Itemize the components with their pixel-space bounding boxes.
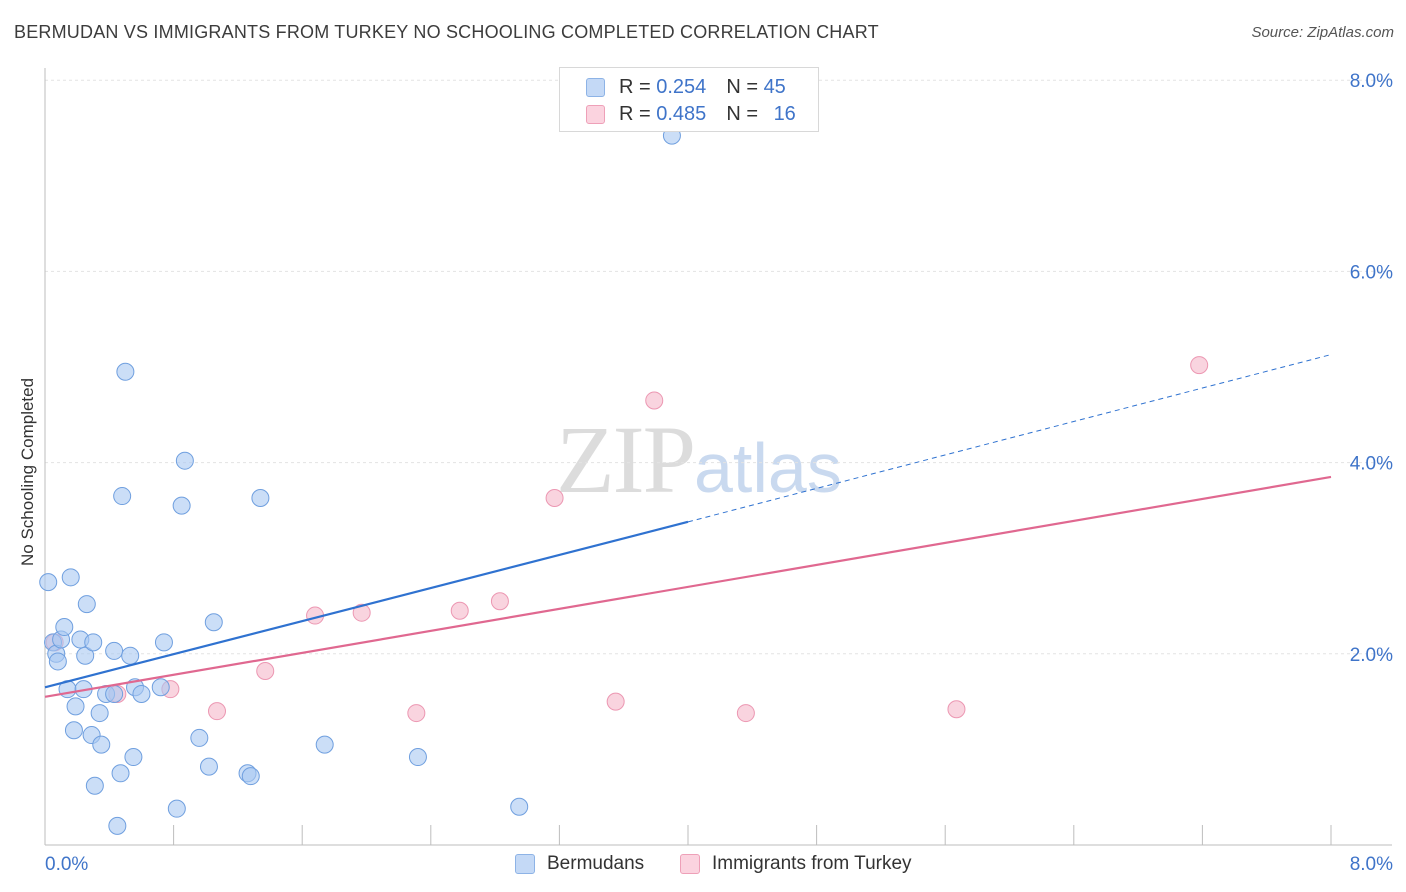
data-point-turkey [1190,356,1209,375]
stats-legend: R = 0.254 N = 45 R = 0.485 N = 16 [559,67,819,132]
data-point-turkey [450,601,469,620]
data-point-bermudans [84,633,103,652]
y-tick-label: 4.0% [1350,454,1393,475]
legend-label: Immigrants from Turkey [712,853,912,874]
data-point-turkey [352,603,371,622]
data-point-bermudans [85,776,104,795]
x-tick-label: 0.0% [45,854,88,875]
data-point-bermudans [113,487,132,506]
y-tick-label: 6.0% [1350,262,1393,283]
data-point-turkey [645,391,664,410]
trend-line-bermudans [44,520,689,689]
legend-item-bermudans: Bermudans [515,852,644,876]
data-point-turkey [208,702,227,721]
data-point-bermudans [199,757,218,776]
watermark: ZIPatlas [556,404,842,515]
data-point-turkey [947,700,966,719]
n-label: N = [726,102,758,125]
source-label: Source: ZipAtlas.com [1251,24,1394,41]
data-point-bermudans [105,641,124,660]
n-value: 45 [763,75,786,98]
turkey-legend-swatch [680,854,700,874]
y-axis-label: No Schooling Completed [18,377,37,566]
data-point-bermudans [190,728,209,747]
turkey-swatch [586,104,605,124]
n-label: N = [726,75,758,98]
r-label: R = [619,75,651,98]
data-point-bermudans [251,488,270,507]
data-point-turkey [606,692,625,711]
data-point-turkey [490,592,509,611]
trend-extension-bermudans [687,354,1332,523]
trend-line-turkey [44,475,1332,698]
watermark-zip: ZIP [556,406,696,513]
data-point-turkey [407,704,426,723]
y-tick-label: 2.0% [1350,645,1393,666]
data-point-bermudans [90,704,109,723]
data-point-bermudans [77,595,96,614]
data-point-bermudans [111,764,130,783]
r-label: R = [619,102,651,125]
data-point-bermudans [241,767,260,786]
data-point-bermudans [510,797,529,816]
n-value: 16 [773,102,796,125]
data-point-bermudans [64,721,83,740]
data-point-bermudans [154,633,173,652]
data-point-bermudans [48,652,67,671]
data-point-turkey [545,488,564,507]
data-point-bermudans [132,684,151,703]
data-point-bermudans [175,451,194,470]
data-point-bermudans [315,735,334,754]
bermudans-swatch [586,77,605,97]
data-point-bermudans [408,748,427,767]
data-point-turkey [736,704,755,723]
data-point-bermudans [124,748,143,767]
data-point-bermudans [167,799,186,818]
legend-item-turkey: Immigrants from Turkey [680,852,912,876]
r-value: 0.485 [656,102,707,125]
data-point-bermudans [61,568,80,587]
data-point-bermudans [39,573,58,592]
chart-title: BERMUDAN VS IMMIGRANTS FROM TURKEY NO SC… [14,22,879,42]
legend-label: Bermudans [547,853,645,874]
r-value: 0.254 [656,75,707,98]
data-point-bermudans [66,697,85,716]
bermudans-legend-swatch [515,854,535,874]
x-tick-label: 8.0% [1350,854,1393,875]
data-point-bermudans [151,678,170,697]
data-point-bermudans [76,646,95,665]
data-point-bermudans [172,496,191,515]
y-tick-label: 8.0% [1350,71,1393,92]
stats-row-turkey: R = 0.485 N = 16 [586,102,796,126]
data-point-bermudans [116,362,135,381]
watermark-atlas: atlas [694,429,842,507]
data-point-bermudans [55,618,74,637]
data-point-bermudans [92,735,111,754]
data-point-turkey [256,662,275,681]
data-point-bermudans [105,684,124,703]
data-point-bermudans [108,816,127,835]
data-point-bermudans [121,646,140,665]
stats-row-bermudans: R = 0.254 N = 45 [586,75,786,99]
data-point-bermudans [204,613,223,632]
